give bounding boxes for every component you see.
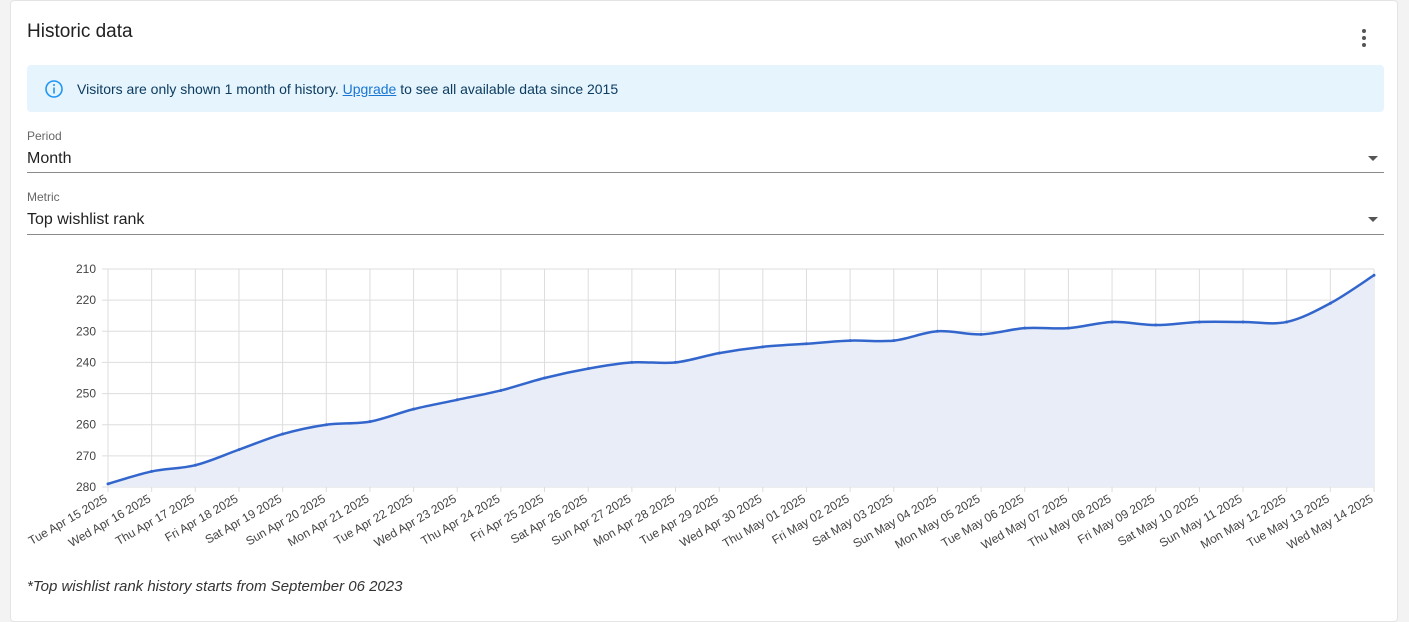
data-point bbox=[1154, 323, 1158, 327]
period-value: Month bbox=[27, 150, 72, 167]
data-point bbox=[150, 469, 154, 473]
data-point bbox=[499, 388, 503, 392]
data-point bbox=[106, 482, 110, 486]
y-tick-label: 230 bbox=[76, 324, 96, 338]
data-point bbox=[1066, 326, 1070, 330]
data-point bbox=[848, 339, 852, 343]
data-point bbox=[586, 367, 590, 371]
y-tick-label: 240 bbox=[76, 355, 96, 369]
series-area bbox=[108, 275, 1374, 487]
y-tick-label: 270 bbox=[76, 449, 96, 463]
data-point bbox=[237, 448, 241, 452]
data-point bbox=[281, 432, 285, 436]
y-tick-label: 260 bbox=[76, 418, 96, 432]
x-tick-label: Fri Apr 25 2025 bbox=[468, 491, 546, 544]
upgrade-alert: Visitors are only shown 1 month of histo… bbox=[27, 65, 1384, 112]
chevron-down-icon bbox=[1368, 156, 1378, 161]
data-point bbox=[630, 360, 634, 364]
y-tick-label: 280 bbox=[76, 480, 96, 494]
data-point bbox=[717, 351, 721, 355]
data-point bbox=[761, 345, 765, 349]
footnote: *Top wishlist rank history starts from S… bbox=[27, 578, 403, 595]
data-point bbox=[1241, 320, 1245, 324]
data-point bbox=[935, 329, 939, 333]
more-vertical-icon bbox=[1362, 29, 1366, 47]
data-point bbox=[412, 407, 416, 411]
data-point bbox=[1197, 320, 1201, 324]
card-title: Historic data bbox=[27, 21, 133, 42]
chevron-down-icon bbox=[1368, 217, 1378, 222]
data-point bbox=[1110, 320, 1114, 324]
series-line bbox=[107, 274, 1375, 486]
y-tick-label: 250 bbox=[76, 387, 96, 401]
more-options-button[interactable] bbox=[1352, 26, 1376, 50]
metric-select[interactable]: Metric Top wishlist rank bbox=[27, 190, 1384, 235]
alert-message: Visitors are only shown 1 month of histo… bbox=[77, 81, 618, 97]
data-point bbox=[324, 423, 328, 427]
data-point bbox=[804, 342, 808, 346]
data-point bbox=[1023, 326, 1027, 330]
data-point bbox=[193, 463, 197, 467]
alert-text-before: Visitors are only shown 1 month of histo… bbox=[77, 81, 339, 97]
historic-data-card: Historic data Visitors are only shown 1 … bbox=[10, 0, 1398, 622]
data-point bbox=[1372, 273, 1376, 277]
y-tick-label: 220 bbox=[76, 293, 96, 307]
upgrade-link[interactable]: Upgrade bbox=[342, 81, 397, 97]
metric-label: Metric bbox=[27, 190, 60, 204]
data-point bbox=[543, 376, 547, 380]
x-tick-label: Fri Apr 18 2025 bbox=[162, 491, 240, 544]
data-point bbox=[674, 360, 678, 364]
alert-text-after: to see all available data since 2015 bbox=[400, 81, 619, 97]
data-point bbox=[979, 332, 983, 336]
data-point bbox=[1328, 301, 1332, 305]
data-point bbox=[892, 339, 896, 343]
data-point bbox=[368, 420, 372, 424]
period-select[interactable]: Period Month bbox=[27, 129, 1384, 173]
metric-value: Top wishlist rank bbox=[27, 211, 145, 228]
data-point bbox=[455, 398, 459, 402]
y-tick-label: 210 bbox=[76, 262, 96, 276]
info-icon bbox=[45, 80, 63, 98]
period-label: Period bbox=[27, 129, 62, 143]
data-point bbox=[1285, 320, 1289, 324]
